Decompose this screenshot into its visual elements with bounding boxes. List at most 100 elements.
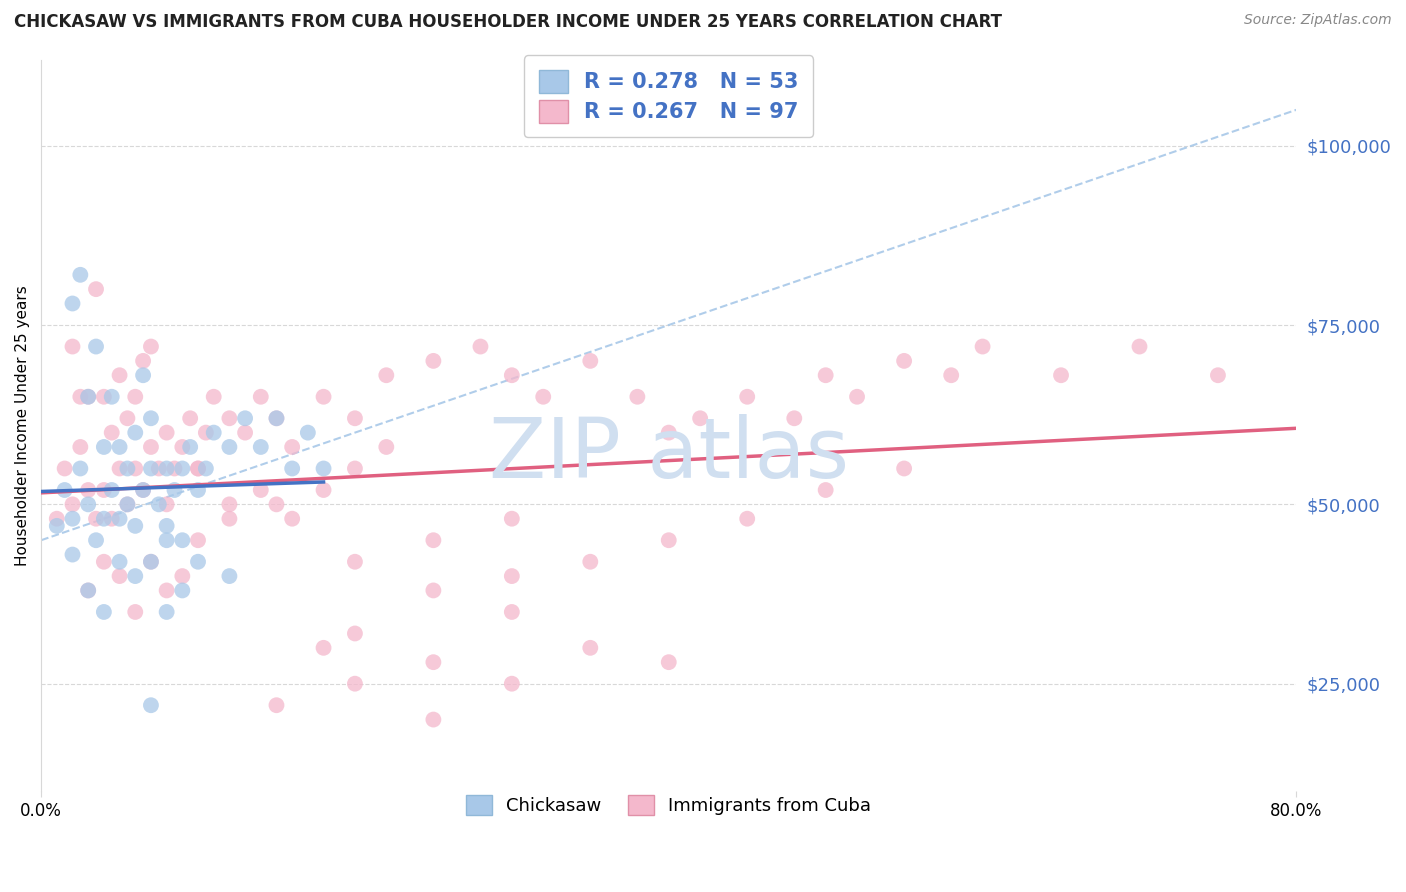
Point [814,368,837,383]
Point [218,411,240,425]
Point [69,440,91,454]
Point [93,555,115,569]
Point [132,483,155,497]
Point [187,483,209,497]
Point [117,497,139,511]
Point [172,583,194,598]
Legend: Chickasaw, Immigrants from Cuba: Chickasaw, Immigrants from Cuba [456,785,882,826]
Point [312,390,335,404]
Point [132,368,155,383]
Point [297,425,319,440]
Point [156,533,179,548]
Point [139,555,162,569]
Point [124,461,146,475]
Point [343,461,366,475]
Point [233,425,256,440]
Point [658,425,681,440]
Point [218,569,240,583]
Point [375,368,398,383]
Point [156,605,179,619]
Point [124,425,146,440]
Point [108,569,131,583]
Point [312,461,335,475]
Point [1050,368,1073,383]
Point [579,354,602,368]
Y-axis label: Householder Income Under 25 years: Householder Income Under 25 years [15,285,30,566]
Point [249,483,271,497]
Point [84,282,107,296]
Point [735,390,758,404]
Point [62,548,84,562]
Point [893,461,915,475]
Point [470,339,492,353]
Point [132,354,155,368]
Point [108,512,131,526]
Point [194,425,217,440]
Point [187,533,209,548]
Point [139,555,162,569]
Point [281,512,304,526]
Point [77,583,100,598]
Point [156,425,179,440]
Point [45,512,67,526]
Point [281,461,304,475]
Point [117,411,139,425]
Point [187,555,209,569]
Point [77,390,100,404]
Point [343,676,366,690]
Point [108,461,131,475]
Text: Source: ZipAtlas.com: Source: ZipAtlas.com [1244,13,1392,28]
Point [343,626,366,640]
Point [658,533,681,548]
Point [266,497,288,511]
Text: CHICKASAW VS IMMIGRANTS FROM CUBA HOUSEHOLDER INCOME UNDER 25 YEARS CORRELATION : CHICKASAW VS IMMIGRANTS FROM CUBA HOUSEH… [14,13,1002,31]
Point [422,354,444,368]
Point [93,512,115,526]
Point [69,268,91,282]
Point [202,425,225,440]
Point [187,461,209,475]
Point [69,390,91,404]
Point [249,390,271,404]
Point [941,368,963,383]
Point [53,483,76,497]
Point [163,461,186,475]
Point [579,640,602,655]
Point [132,483,155,497]
Point [84,533,107,548]
Point [218,440,240,454]
Point [77,483,100,497]
Point [343,555,366,569]
Point [139,440,162,454]
Point [266,411,288,425]
Point [124,605,146,619]
Point [375,440,398,454]
Point [501,512,523,526]
Point [148,497,170,511]
Point [187,461,209,475]
Point [266,698,288,713]
Point [579,555,602,569]
Point [124,569,146,583]
Point [194,461,217,475]
Point [117,497,139,511]
Point [139,461,162,475]
Point [501,368,523,383]
Point [69,461,91,475]
Point [658,655,681,669]
Point [689,411,711,425]
Point [108,555,131,569]
Point [218,512,240,526]
Point [156,519,179,533]
Text: ZIP atlas: ZIP atlas [489,414,849,495]
Point [179,440,201,454]
Point [893,354,915,368]
Point [312,640,335,655]
Point [501,569,523,583]
Point [108,368,131,383]
Point [139,339,162,353]
Point [218,497,240,511]
Point [100,390,122,404]
Point [312,483,335,497]
Point [77,390,100,404]
